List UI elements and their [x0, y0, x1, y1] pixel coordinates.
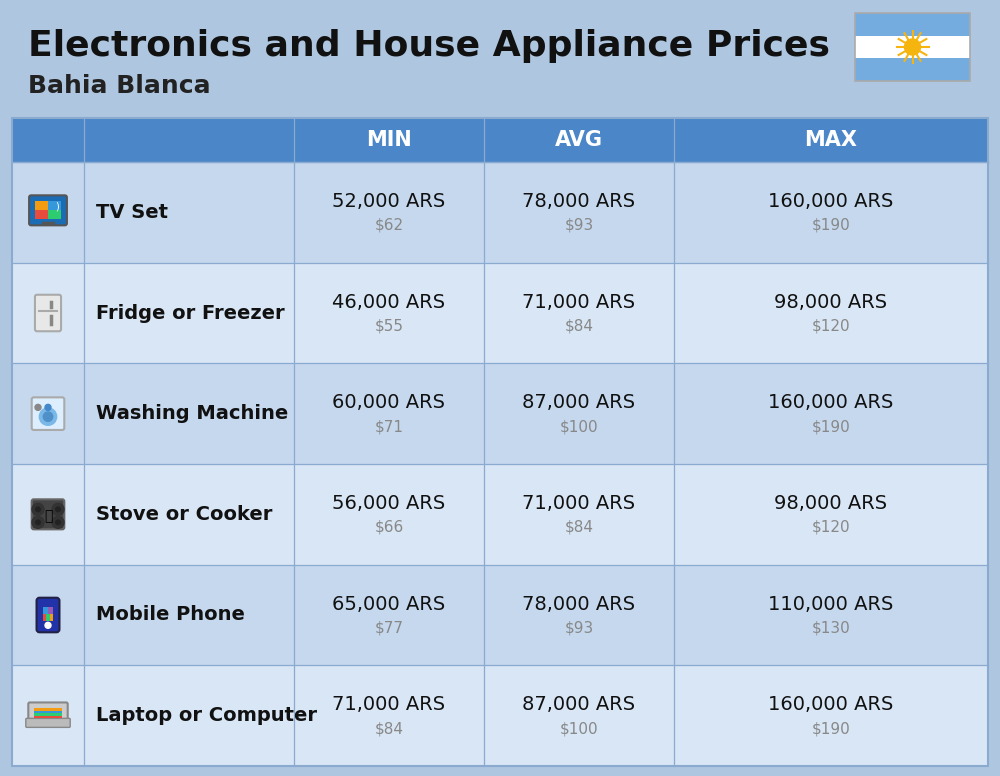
Text: $190: $190 [812, 721, 850, 736]
Circle shape [45, 622, 51, 629]
Text: $120: $120 [812, 318, 850, 334]
Text: 46,000 ARS: 46,000 ARS [332, 293, 446, 311]
Circle shape [55, 506, 61, 512]
Text: 71,000 ARS: 71,000 ARS [522, 494, 636, 513]
Bar [12, 464, 988, 565]
Circle shape [40, 408, 56, 425]
Circle shape [43, 412, 53, 421]
Bar [855, 13, 970, 81]
FancyBboxPatch shape [32, 499, 64, 529]
Text: $190: $190 [812, 218, 850, 233]
Bar [48, 607, 53, 614]
Text: MAX: MAX [804, 130, 858, 150]
FancyBboxPatch shape [37, 598, 59, 632]
Text: $66: $66 [374, 520, 404, 535]
Circle shape [32, 516, 44, 528]
Circle shape [52, 504, 64, 515]
Bar [12, 162, 988, 262]
Text: $71: $71 [374, 419, 404, 434]
Text: 60,000 ARS: 60,000 ARS [332, 393, 446, 412]
Text: AVG: AVG [555, 130, 603, 150]
FancyBboxPatch shape [35, 295, 61, 331]
Text: 98,000 ARS: 98,000 ARS [774, 494, 888, 513]
Text: $93: $93 [564, 621, 594, 636]
Text: 160,000 ARS: 160,000 ARS [768, 393, 894, 412]
Text: $84: $84 [374, 721, 404, 736]
Text: 78,000 ARS: 78,000 ARS [522, 594, 636, 614]
Bar [34, 715, 62, 719]
Bar [12, 665, 988, 766]
Bar [43, 614, 46, 622]
Bar [43, 607, 48, 614]
Text: 56,000 ARS: 56,000 ARS [332, 494, 446, 513]
Text: $100: $100 [560, 721, 598, 736]
Text: Washing Machine: Washing Machine [96, 404, 288, 423]
Text: MIN: MIN [366, 130, 412, 150]
Text: TV Set: TV Set [96, 203, 168, 222]
Text: 110,000 ARS: 110,000 ARS [768, 594, 894, 614]
Bar [35, 201, 48, 210]
Text: $84: $84 [564, 520, 594, 535]
Text: Mobile Phone: Mobile Phone [96, 605, 245, 625]
Text: $190: $190 [812, 419, 850, 434]
Bar [12, 118, 988, 162]
Text: $77: $77 [374, 621, 404, 636]
Text: Electronics and House Appliance Prices: Electronics and House Appliance Prices [28, 29, 830, 63]
Text: 71,000 ARS: 71,000 ARS [332, 695, 446, 714]
Bar [12, 118, 988, 766]
Text: 71,000 ARS: 71,000 ARS [522, 293, 636, 311]
Text: ): ) [55, 201, 59, 211]
Text: $55: $55 [374, 318, 404, 334]
Bar [12, 565, 988, 665]
Text: $130: $130 [812, 621, 850, 636]
Circle shape [52, 516, 64, 528]
Bar [34, 711, 62, 713]
Text: 87,000 ARS: 87,000 ARS [522, 393, 636, 412]
Text: 78,000 ARS: 78,000 ARS [522, 192, 636, 211]
Text: $62: $62 [374, 218, 404, 233]
Bar [855, 36, 970, 58]
Text: 52,000 ARS: 52,000 ARS [332, 192, 446, 211]
Bar [12, 262, 988, 363]
Text: $100: $100 [560, 419, 598, 434]
Text: Stove or Cooker: Stove or Cooker [96, 505, 272, 524]
Text: 160,000 ARS: 160,000 ARS [768, 192, 894, 211]
Bar [34, 713, 62, 715]
Bar [855, 13, 970, 36]
Bar [48, 201, 61, 210]
Bar [50, 614, 53, 622]
Text: 98,000 ARS: 98,000 ARS [774, 293, 888, 311]
Circle shape [32, 504, 44, 515]
FancyBboxPatch shape [26, 719, 70, 727]
Text: 160,000 ARS: 160,000 ARS [768, 695, 894, 714]
Text: 87,000 ARS: 87,000 ARS [522, 695, 636, 714]
Circle shape [35, 506, 41, 512]
Bar [48, 210, 61, 220]
Circle shape [55, 519, 61, 525]
Bar [35, 210, 48, 220]
Text: $93: $93 [564, 218, 594, 233]
FancyBboxPatch shape [28, 702, 68, 724]
FancyBboxPatch shape [29, 196, 67, 225]
Bar [46, 614, 50, 622]
Circle shape [45, 404, 51, 411]
Circle shape [35, 404, 41, 411]
Text: 🔥: 🔥 [44, 509, 52, 523]
FancyBboxPatch shape [32, 397, 64, 430]
Circle shape [35, 519, 41, 525]
Text: $84: $84 [564, 318, 594, 334]
Bar [12, 363, 988, 464]
Text: 65,000 ARS: 65,000 ARS [332, 594, 446, 614]
Circle shape [904, 39, 920, 55]
Text: $120: $120 [812, 520, 850, 535]
Text: Fridge or Freezer: Fridge or Freezer [96, 303, 285, 323]
Bar [34, 708, 62, 711]
Text: Bahia Blanca: Bahia Blanca [28, 74, 211, 98]
Text: Laptop or Computer: Laptop or Computer [96, 706, 317, 725]
Bar [855, 58, 970, 81]
